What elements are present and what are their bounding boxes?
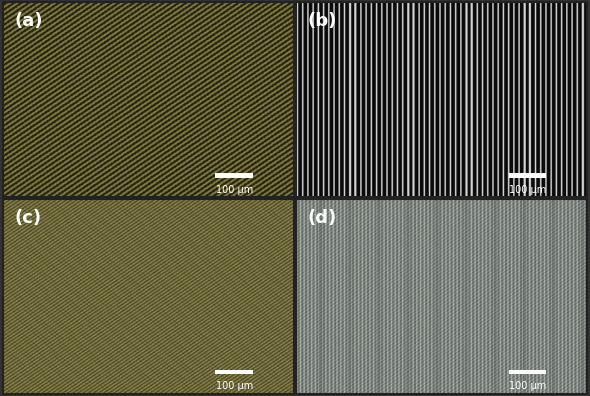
Text: 100 μm: 100 μm	[215, 185, 253, 194]
Text: 100 μm: 100 μm	[215, 381, 253, 391]
Bar	[509, 173, 546, 178]
Bar	[215, 173, 253, 178]
Bar	[509, 370, 546, 375]
Text: (d): (d)	[308, 209, 337, 227]
Text: 100 μm: 100 μm	[509, 381, 546, 391]
Text: (b): (b)	[308, 12, 337, 30]
Text: 100 μm: 100 μm	[509, 185, 546, 194]
Text: (c): (c)	[15, 209, 42, 227]
Bar	[215, 370, 253, 375]
Text: (a): (a)	[15, 12, 43, 30]
